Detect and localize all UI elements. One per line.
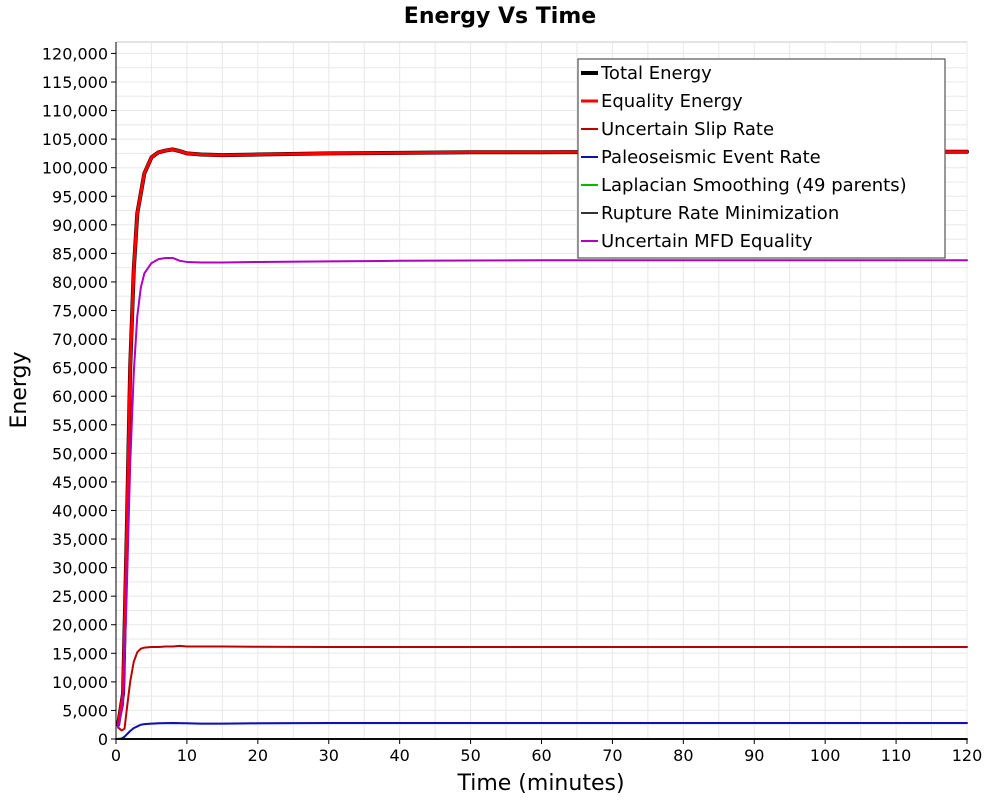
legend-label-3: Paleoseismic Event Rate [601, 147, 821, 168]
y-tick-label: 90,000 [52, 216, 108, 235]
y-tick-label: 20,000 [52, 616, 108, 635]
axes [111, 42, 968, 744]
legend-box [577, 58, 946, 259]
y-tick-label: 85,000 [52, 244, 108, 263]
legend-label-1: Equality Energy [601, 91, 743, 112]
y-tick-label: 55,000 [52, 416, 108, 435]
y-tick-label: 75,000 [52, 302, 108, 321]
x-tick-label: 50 [460, 746, 480, 765]
y-tick-label: 80,000 [52, 273, 108, 292]
x-tick-label: 90 [744, 746, 764, 765]
x-tick-label: 70 [602, 746, 622, 765]
y-tick-labels: 0 5,000 10,000 15,000 20,000 25,000 30,000 35,0… [42, 44, 108, 749]
x-tick-label: 20 [248, 746, 268, 765]
x-tick-label: 0 [111, 746, 121, 765]
y-tick-label: 40,000 [52, 501, 108, 520]
y-tick-label: 15,000 [52, 644, 108, 663]
chart-title: Energy Vs Time [404, 4, 596, 29]
y-tick-label: 45,000 [52, 473, 108, 492]
y-tick-label: 50,000 [52, 444, 108, 463]
y-tick-label: 110,000 [42, 102, 108, 121]
y-tick-label: 115,000 [42, 73, 108, 92]
y-tick-label: 5,000 [62, 701, 108, 720]
legend-label-2: Uncertain Slip Rate [601, 119, 774, 140]
x-tick-labels: 0 10 20 30 40 50 60 70 80 90 100 110 120 [111, 746, 982, 765]
x-tick-label: 60 [531, 746, 551, 765]
x-tick-label: 10 [177, 746, 197, 765]
x-tick-label: 80 [673, 746, 693, 765]
x-tick-label: 30 [319, 746, 339, 765]
legend-label-4: Laplacian Smoothing (49 parents) [601, 175, 907, 196]
y-tick-label: 35,000 [52, 530, 108, 549]
y-tick-label: 105,000 [42, 130, 108, 149]
y-tick-label: 120,000 [42, 44, 108, 63]
series-line-6 [117, 256, 968, 729]
legend: Total Energy Equality Energy Uncertain Sli… [577, 58, 946, 259]
series-line-2 [117, 644, 968, 732]
x-tick-label: 120 [952, 746, 983, 765]
y-tick-label: 25,000 [52, 587, 108, 606]
legend-label-6: Uncertain MFD Equality [601, 231, 813, 252]
x-tick-label: 100 [810, 746, 841, 765]
x-tick-label: 40 [389, 746, 409, 765]
legend-label-0: Total Energy [600, 63, 712, 84]
y-tick-label: 70,000 [52, 330, 108, 349]
series-line-3 [116, 722, 968, 740]
legend-label-5: Rupture Rate Minimization [601, 203, 839, 224]
y-axis-label: Energy [7, 351, 32, 428]
series-line-1 [116, 147, 969, 727]
y-tick-label: 60,000 [52, 387, 108, 406]
y-tick-label: 95,000 [52, 187, 108, 206]
x-tick-label: 110 [881, 746, 912, 765]
x-axis-label: Time (minutes) [456, 771, 624, 796]
y-tick-label: 65,000 [52, 359, 108, 378]
y-tick-label: 0 [98, 730, 108, 749]
y-tick-label: 30,000 [52, 559, 108, 578]
y-tick-label: 10,000 [52, 673, 108, 692]
y-tick-label: 100,000 [42, 159, 108, 178]
